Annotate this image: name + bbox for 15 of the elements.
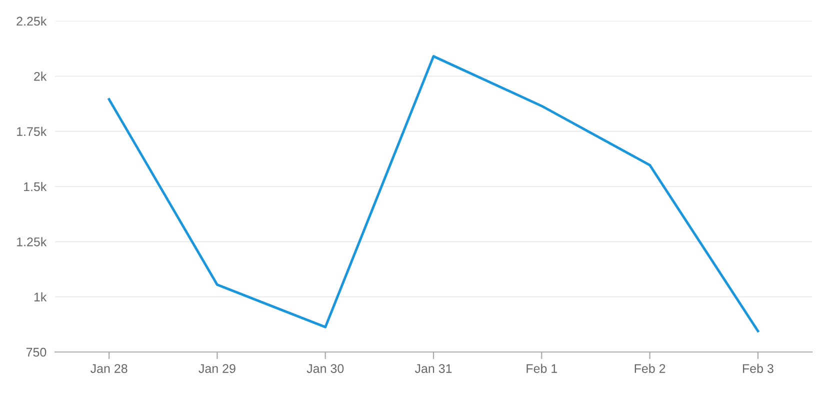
x-tick-label: Feb 1	[526, 364, 558, 373]
y-tick-label: 1.75k	[17, 126, 47, 136]
y-tick-label: 1.5k	[24, 182, 47, 192]
x-tick-label: Jan 31	[414, 364, 452, 373]
x-tick-label: Feb 3	[742, 364, 774, 373]
x-tick-label: Jan 29	[198, 364, 236, 373]
y-tick-label: 2k	[34, 72, 47, 81]
x-tick-label: Jan 30	[306, 364, 344, 373]
y-tick-label: 1k	[34, 292, 47, 302]
y-tick-label: 1.25k	[17, 237, 47, 246]
y-tick-label: 750	[26, 348, 46, 357]
x-tick-label: Feb 2	[634, 364, 666, 373]
line-series	[108, 55, 760, 332]
x-tick-label: Jan 28	[90, 364, 128, 373]
y-tick-label: 2.25k	[16, 16, 47, 26]
